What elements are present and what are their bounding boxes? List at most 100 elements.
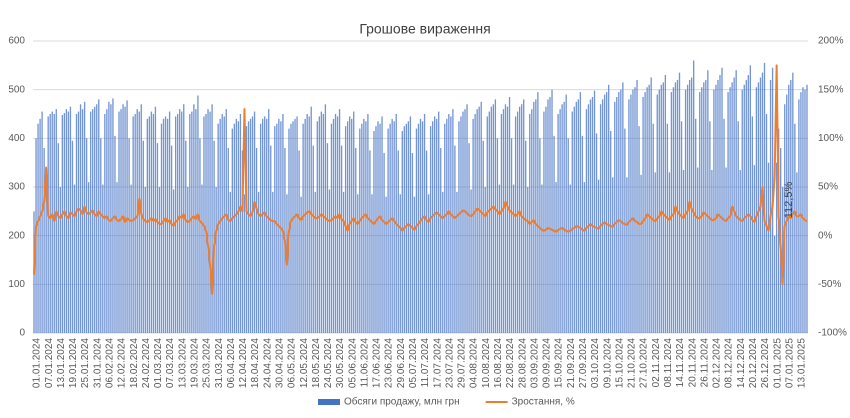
x-tick-label: 04.08.2024 bbox=[469, 338, 480, 388]
bar bbox=[614, 101, 616, 333]
bar bbox=[660, 84, 662, 333]
bar bbox=[75, 114, 78, 333]
bar bbox=[478, 106, 480, 333]
bar bbox=[134, 114, 136, 333]
bar bbox=[282, 114, 284, 333]
bar bbox=[646, 87, 648, 333]
bar bbox=[603, 94, 606, 334]
bar bbox=[539, 138, 541, 333]
bar bbox=[37, 123, 39, 333]
bar bbox=[314, 191, 316, 333]
bar bbox=[201, 184, 203, 333]
bar bbox=[381, 116, 383, 333]
bar bbox=[591, 96, 594, 333]
bar bbox=[55, 109, 57, 333]
bar bbox=[680, 121, 683, 333]
annotation: 112,5% bbox=[783, 182, 795, 219]
bar bbox=[179, 109, 181, 333]
bar bbox=[695, 118, 697, 333]
bar bbox=[373, 131, 375, 333]
x-tick-label: 30.04.2024 bbox=[274, 338, 285, 388]
x-tick-label: 14.12.2024 bbox=[736, 338, 747, 388]
bar bbox=[488, 111, 490, 333]
bar bbox=[308, 116, 310, 333]
x-tick-label: 13.01.2025 bbox=[797, 338, 808, 388]
bar bbox=[644, 92, 646, 333]
bar bbox=[480, 101, 482, 333]
bar bbox=[79, 104, 82, 334]
bar bbox=[616, 96, 618, 333]
bar bbox=[235, 118, 238, 333]
x-tick-label: 07.03.2024 bbox=[165, 338, 176, 388]
bar bbox=[601, 99, 604, 334]
bar bbox=[65, 109, 68, 333]
bar bbox=[90, 111, 92, 333]
bar bbox=[581, 135, 584, 333]
bar bbox=[239, 114, 242, 333]
x-tick-label: 16.08.2024 bbox=[493, 338, 504, 388]
bar bbox=[610, 131, 612, 333]
bar bbox=[237, 121, 240, 333]
x-tick-label: 19.01.2024 bbox=[68, 338, 79, 388]
bar bbox=[796, 172, 798, 333]
bar bbox=[193, 104, 195, 334]
bar bbox=[767, 162, 770, 333]
bar bbox=[389, 123, 391, 333]
bar bbox=[300, 196, 302, 333]
bar bbox=[413, 196, 416, 333]
bar bbox=[543, 111, 545, 333]
bar bbox=[656, 94, 658, 334]
bar bbox=[725, 167, 727, 333]
bar bbox=[567, 138, 569, 333]
bar bbox=[514, 116, 517, 333]
y2-tick-label: 150% bbox=[818, 84, 844, 95]
bar bbox=[294, 118, 296, 333]
bar bbox=[363, 118, 365, 333]
bar bbox=[632, 89, 634, 334]
x-tick-label: 14.11.2024 bbox=[675, 338, 686, 388]
bar bbox=[763, 62, 766, 334]
bar bbox=[51, 111, 53, 333]
bar bbox=[587, 104, 590, 334]
legend-label: Обсяги продажу, млн грн bbox=[344, 396, 460, 408]
y-tick-label: 300 bbox=[8, 182, 25, 193]
bar bbox=[351, 118, 353, 333]
bar bbox=[498, 184, 501, 333]
x-tick-label: 23.06.2024 bbox=[384, 338, 395, 388]
x-tick-label: 07.01.2025 bbox=[784, 338, 795, 388]
bar bbox=[104, 114, 106, 333]
bar bbox=[77, 111, 80, 333]
bar bbox=[678, 72, 681, 333]
bar bbox=[545, 106, 547, 333]
bar bbox=[63, 113, 66, 333]
bar bbox=[699, 92, 701, 333]
bar bbox=[231, 128, 233, 333]
bar bbox=[757, 82, 760, 333]
bar bbox=[338, 109, 341, 333]
bar bbox=[737, 121, 739, 333]
bar bbox=[456, 191, 458, 333]
bar bbox=[41, 111, 43, 333]
bar bbox=[486, 116, 488, 333]
bar bbox=[290, 123, 292, 333]
x-tick-label: 02.11.2024 bbox=[651, 338, 662, 388]
chart-title: Грошове вираження bbox=[359, 21, 490, 37]
bar bbox=[152, 114, 155, 333]
bar bbox=[597, 179, 600, 333]
bar bbox=[438, 111, 440, 333]
x-tick-label: 18.04.2024 bbox=[250, 338, 261, 388]
x-tick-label: 01.01.2024 bbox=[32, 338, 43, 388]
bar bbox=[727, 92, 729, 333]
x-tick-label: 07.01.2024 bbox=[44, 338, 55, 388]
bar bbox=[745, 79, 747, 333]
bar bbox=[130, 184, 132, 333]
bar bbox=[417, 123, 420, 333]
bar bbox=[253, 111, 256, 333]
x-tick-label: 28.08.2024 bbox=[517, 338, 528, 388]
bar bbox=[223, 116, 225, 333]
bar bbox=[703, 82, 705, 333]
bar bbox=[476, 109, 478, 333]
bar bbox=[573, 106, 575, 333]
bar bbox=[571, 111, 573, 333]
bar bbox=[575, 101, 577, 333]
